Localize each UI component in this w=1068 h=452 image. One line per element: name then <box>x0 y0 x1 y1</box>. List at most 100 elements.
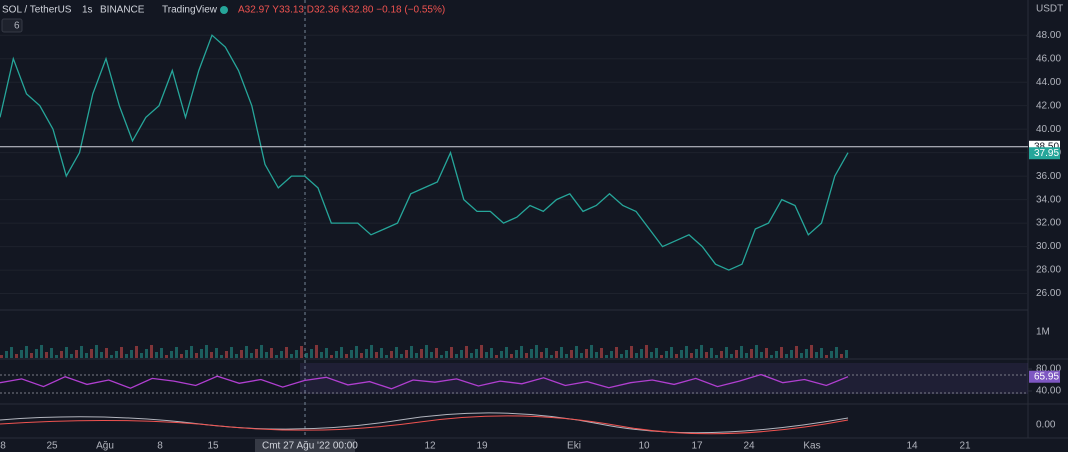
rsi-tag-label: 65.95 <box>1034 371 1059 382</box>
volume-bar <box>770 355 773 358</box>
volume-bar <box>10 347 13 358</box>
volume-bar <box>440 355 443 358</box>
volume-bar <box>595 352 598 358</box>
volume-bar <box>760 352 763 358</box>
volume-bar <box>455 354 458 358</box>
volume-bar <box>265 352 268 358</box>
volume-bar <box>410 346 413 358</box>
volume-bar <box>380 348 383 358</box>
volume-bar <box>740 346 743 358</box>
currency[interactable]: USDT <box>1036 4 1063 15</box>
volume-bar <box>175 347 178 358</box>
price-tag-label: 38.50 <box>1034 141 1059 152</box>
volume-bar <box>590 345 593 358</box>
volume-bar <box>110 355 113 358</box>
volume-bar <box>805 349 808 358</box>
volume-bar <box>755 345 758 358</box>
volume-bar <box>345 354 348 358</box>
volume-bar <box>815 352 818 358</box>
volume-bar <box>625 350 628 358</box>
volume-bar <box>220 355 223 358</box>
crosshair-time: Cmt 27 Ağu '22 00:00 <box>262 441 358 452</box>
y-tick-label: 48.00 <box>1036 30 1061 41</box>
volume-bar <box>490 348 493 358</box>
volume-bar <box>425 345 428 358</box>
volume-bar <box>105 348 108 358</box>
volume-bar <box>775 351 778 358</box>
x-tick-label: 25 <box>46 441 58 452</box>
volume-bar <box>130 350 133 358</box>
volume-bar <box>155 352 158 358</box>
x-tick-label: Ağu <box>96 441 114 452</box>
volume-bar <box>565 354 568 358</box>
volume-bar <box>515 350 518 358</box>
volume-bar <box>605 355 608 358</box>
volume-bar <box>65 347 68 358</box>
indicator-count[interactable]: 6 <box>14 21 20 32</box>
volume-bar <box>530 349 533 358</box>
x-tick-label: 12 <box>424 441 436 452</box>
volume-bar <box>785 354 788 358</box>
volume-bar <box>800 353 803 358</box>
volume-bar <box>85 353 88 358</box>
volume-bar <box>200 349 203 358</box>
y-tick-label: 40.00 <box>1036 124 1061 135</box>
volume-bar <box>585 349 588 358</box>
x-tick-label: 8 <box>157 441 163 452</box>
volume-bar <box>680 350 683 358</box>
volume-bar <box>185 350 188 358</box>
price-tag-label: 37.95 <box>1034 148 1059 159</box>
volume-bar <box>45 352 48 358</box>
interval: 1s <box>82 5 93 16</box>
volume-bar <box>170 351 173 358</box>
volume-bar <box>30 353 33 358</box>
volume-bar <box>650 352 653 358</box>
volume-bar <box>525 353 528 358</box>
source: TradingView <box>162 5 218 16</box>
volume-bar <box>390 351 393 358</box>
volume-bar <box>560 347 563 358</box>
volume-bar <box>735 350 738 358</box>
volume-bar <box>15 354 18 358</box>
volume-bar <box>505 347 508 358</box>
volume-bar <box>280 351 283 358</box>
volume-bar <box>205 345 208 358</box>
y-tick-label: 28.00 <box>1036 265 1061 276</box>
volume-bar <box>540 352 543 358</box>
volume-bar <box>655 348 658 358</box>
volume-bar <box>60 351 63 358</box>
volume-bar <box>335 351 338 358</box>
x-tick-label: 17 <box>691 441 703 452</box>
volume-bar <box>545 348 548 358</box>
volume-bar <box>825 355 828 358</box>
volume-bar <box>270 348 273 358</box>
volume-bar <box>500 351 503 358</box>
volume-bar <box>245 346 248 358</box>
volume-bar <box>385 355 388 358</box>
volume-bar <box>485 352 488 358</box>
volume-bar <box>830 351 833 358</box>
volume-bar <box>580 353 583 358</box>
volume-bar <box>360 353 363 358</box>
volume-bar <box>635 353 638 358</box>
volume-bar <box>290 354 293 358</box>
x-tick-label: 8 <box>0 441 6 452</box>
volume-bar <box>620 354 623 358</box>
volume-bar <box>555 351 558 358</box>
x-tick-label: 24 <box>743 441 755 452</box>
volume-bar <box>315 345 318 358</box>
indicator-toggle[interactable] <box>1 18 23 33</box>
volume-bar <box>475 349 478 358</box>
volume-bar <box>145 349 148 358</box>
volume-bar <box>115 351 118 358</box>
volume-bar <box>50 348 53 358</box>
x-tick-label: 19 <box>476 441 488 452</box>
price-line <box>0 34 849 271</box>
volume-bar <box>450 347 453 358</box>
volume-bar <box>710 348 713 358</box>
y-tick-label: 44.00 <box>1036 77 1061 88</box>
volume-bar <box>125 354 128 358</box>
volume-bar <box>400 354 403 358</box>
x-tick-label: Kas <box>803 441 820 452</box>
